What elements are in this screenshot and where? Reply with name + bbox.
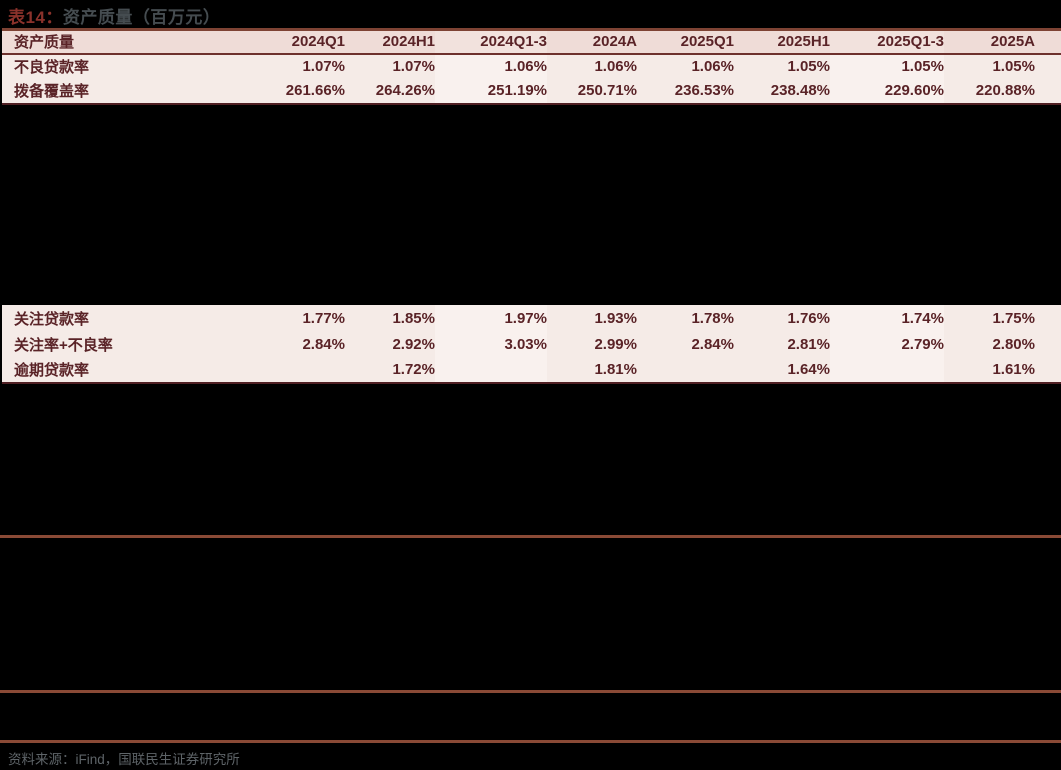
asset-quality-table-lower: 关注贷款率 1.77% 1.85% 1.97% 1.93% 1.78% 1.76… [2, 305, 1061, 384]
table-cell: 1.64% [787, 361, 830, 378]
table-cell: 251.19% [435, 78, 547, 104]
table-title: 表14：资产质量（百万元） [8, 3, 220, 28]
table-cell: 1.76% [787, 309, 830, 327]
header-cell-2025q1: 2025Q1 [680, 33, 734, 51]
table-cell: 1.06% [594, 58, 637, 75]
header-cell-2024q1: 2024Q1 [291, 33, 345, 51]
table-cell: 2.79% [830, 331, 944, 357]
asset-quality-table: 资产质量 2024Q1 2024H1 2024Q1-3 2024A 2025Q1… [2, 28, 1061, 105]
header-cell-2024h1: 2024H1 [382, 33, 435, 51]
table-cell: 1.06% [435, 53, 547, 79]
table-cell: 1.72% [392, 361, 435, 378]
table-cell: 220.88% [975, 82, 1035, 99]
row-label: 不良贷款率 [14, 59, 90, 76]
source-note: 资料来源：iFind，国联民生证券研究所 [8, 752, 240, 767]
table-cell: 1.05% [830, 53, 944, 79]
table-cell [235, 357, 345, 383]
table-cell: 2.84% [691, 335, 734, 353]
table-cell [637, 357, 734, 383]
table-row-npl-ratio: 不良贷款率 1.07% 1.07% 1.06% 1.06% 1.06% 1.05… [2, 53, 1061, 79]
row-label: 逾期贷款率 [14, 362, 90, 379]
table-cell: 238.48% [770, 82, 830, 99]
asset-quality-table-upper: 资产质量 2024Q1 2024H1 2024Q1-3 2024A 2025Q1… [2, 28, 1061, 105]
table-cell [830, 357, 944, 383]
table-cell [435, 357, 547, 383]
table-cell: 3.03% [435, 331, 547, 357]
table-cell: 1.85% [392, 309, 435, 327]
table-cell: 1.81% [594, 361, 637, 378]
table-row-special-mention-ratio: 关注贷款率 1.77% 1.85% 1.97% 1.93% 1.78% 1.76… [2, 305, 1061, 331]
divider-line-bottom [0, 740, 1061, 743]
table-cell: 1.97% [435, 305, 547, 331]
table-cell: 1.61% [992, 361, 1035, 378]
row-label: 关注率+不良率 [14, 336, 113, 354]
table-cell: 229.60% [830, 78, 944, 104]
table-cell: 236.53% [674, 82, 734, 99]
table-cell: 250.71% [577, 82, 637, 99]
divider-line-middle [0, 690, 1061, 693]
table-cell: 264.26% [375, 82, 435, 99]
table-cell: 261.66% [285, 82, 345, 99]
table-title-text: 资产质量（百万元） [62, 8, 221, 27]
table-row-overdue-loan-ratio: 逾期贷款率 1.72% 1.81% 1.64% 1.61% [2, 357, 1061, 383]
table-cell: 2.92% [392, 335, 435, 353]
table-header-row: 资产质量 2024Q1 2024H1 2024Q1-3 2024A 2025Q1… [2, 29, 1061, 54]
header-cell-2025q1-3: 2025Q1-3 [830, 29, 944, 54]
table-cell: 1.77% [302, 309, 345, 327]
header-cell-label: 资产质量 [14, 34, 75, 52]
row-label: 拨备覆盖率 [14, 83, 90, 100]
table-cell: 2.84% [302, 335, 345, 353]
header-cell-2024a: 2024A [592, 33, 637, 51]
table-title-prefix: 表14： [8, 8, 63, 27]
table-cell: 2.81% [787, 335, 830, 353]
table-cell: 1.78% [691, 309, 734, 327]
table-cell: 1.07% [302, 58, 345, 75]
row-label: 关注贷款率 [14, 310, 90, 328]
table-cell: 1.74% [830, 305, 944, 331]
table-cell: 1.06% [691, 58, 734, 75]
divider-line-top [0, 535, 1061, 538]
table-cell: 1.93% [594, 309, 637, 327]
table-row-provision-coverage: 拨备覆盖率 261.66% 264.26% 251.19% 250.71% 23… [2, 78, 1061, 104]
table-row-sm-plus-npl-ratio: 关注率+不良率 2.84% 2.92% 3.03% 2.99% 2.84% 2.… [2, 331, 1061, 357]
table-cell: 2.80% [992, 335, 1035, 353]
asset-quality-table-continued: 关注贷款率 1.77% 1.85% 1.97% 1.93% 1.78% 1.76… [2, 305, 1061, 384]
table-cell: 1.05% [992, 58, 1035, 75]
header-cell-2025h1: 2025H1 [777, 33, 830, 51]
table-cell: 2.99% [594, 335, 637, 353]
table-cell: 1.75% [992, 309, 1035, 327]
table-cell: 1.05% [787, 58, 830, 75]
table-cell: 1.07% [392, 58, 435, 75]
header-cell-2024q1-3: 2024Q1-3 [435, 29, 547, 54]
header-cell-2025a: 2025A [990, 33, 1035, 51]
